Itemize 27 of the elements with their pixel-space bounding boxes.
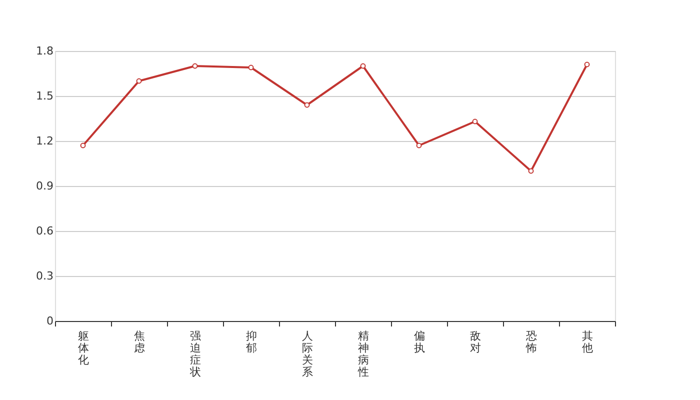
point: [248, 64, 254, 70]
x-tick-label: 人际关系: [302, 330, 313, 378]
point: [136, 78, 142, 84]
y-tick-label: 0.3: [36, 270, 54, 282]
y-tick-label: 1.8: [36, 44, 54, 58]
x-tick-label: 焦虑: [134, 330, 145, 354]
y-tick-label: 0.9: [36, 180, 54, 192]
x-tick-label: 其他: [582, 330, 593, 354]
point: [304, 102, 310, 108]
x-tick-label: 恐怖: [525, 330, 537, 354]
y-tick-label: 1.2: [36, 134, 54, 148]
y-tick-label: 0.6: [36, 224, 54, 238]
y-tick-label: 1.5: [36, 90, 54, 102]
x-tick-label: 偏执: [414, 330, 425, 354]
point: [192, 63, 198, 69]
point: [528, 168, 534, 174]
point: [416, 142, 422, 148]
x-tick-label: 精神病性: [357, 330, 369, 378]
point: [472, 118, 478, 124]
x-tick-label: 抑郁: [246, 330, 257, 354]
y-tick-label: 0: [46, 314, 54, 328]
point: [584, 62, 590, 68]
x-tick-label: 躯体化: [78, 330, 89, 366]
x-tick-label: 强迫症状: [189, 330, 201, 378]
point: [360, 63, 366, 69]
x-tick-label: 敌对: [470, 330, 481, 354]
point: [80, 142, 86, 148]
